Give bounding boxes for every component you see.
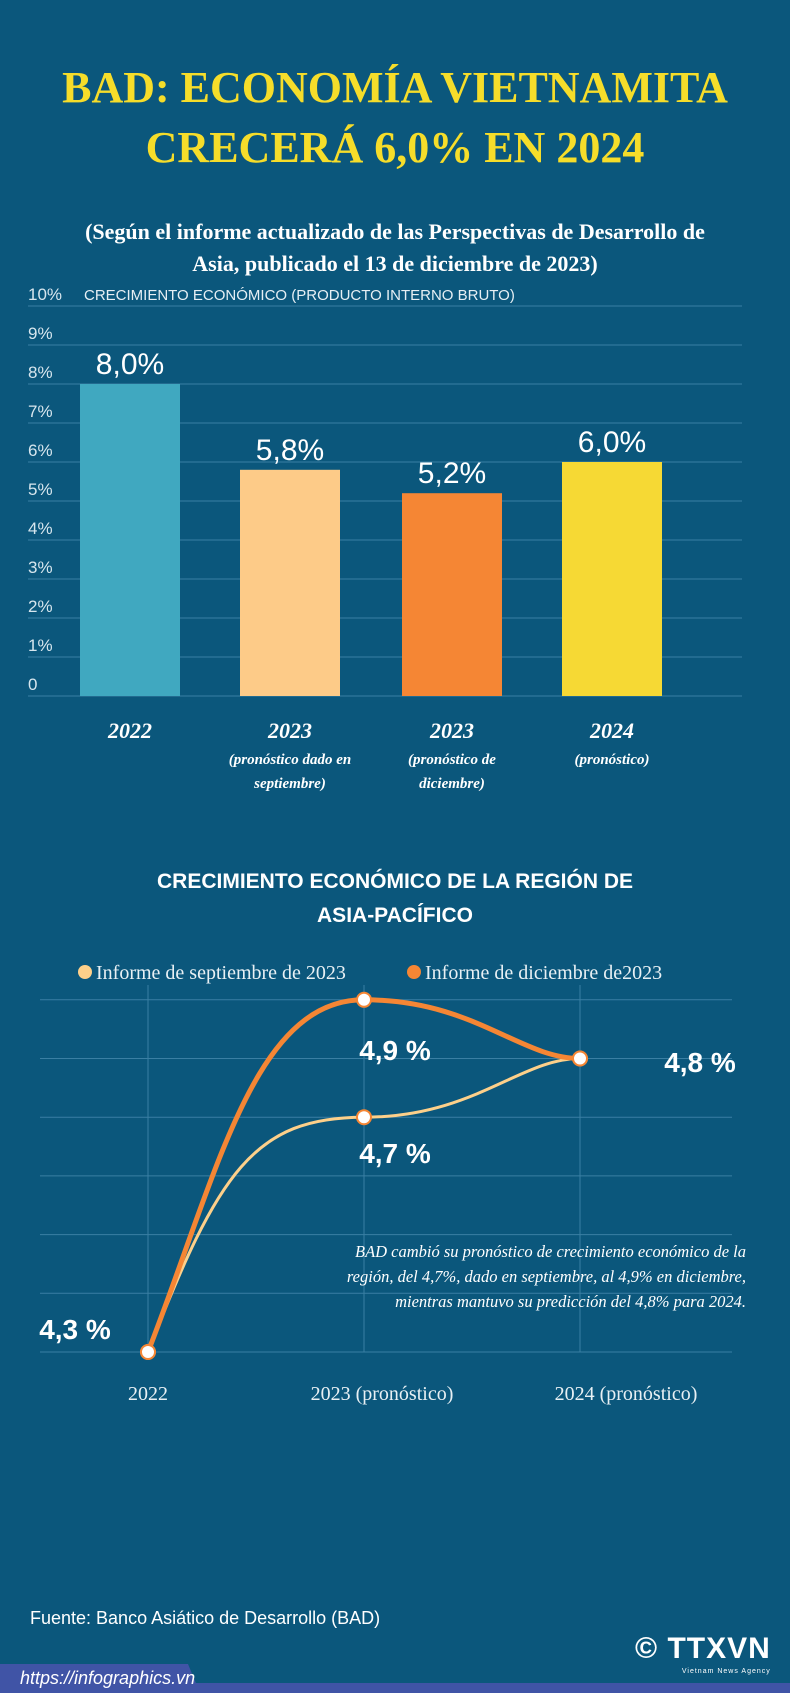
annotation-text: región, del 4,7%, dado en septiembre, al… [347,1267,746,1286]
footer-band [0,1683,790,1693]
legend-label: Informe de diciembre de2023 [425,962,662,984]
x-category-note: (pronóstico) [575,752,650,768]
point-value-label: 4,7 % [359,1138,431,1169]
point-value-label: 4,3 % [39,1314,111,1345]
y-tick-label: 1% [28,636,53,655]
website-link[interactable]: https://infographics.vn [20,1668,196,1688]
title-line-1: BAD: ECONOMÍA VIETNAMITA [62,63,728,112]
bar-value-label: 6,0% [578,426,646,459]
legend-marker [407,965,421,979]
data-point [572,1050,588,1067]
page-title: BAD: ECONOMÍA VIETNAMITA CRECERÁ 6,0% EN… [0,58,790,178]
y-tick-label: 3% [28,558,53,577]
x-category-label: 2022 [107,718,152,743]
x-category-label: 2023 (pronóstico) [311,1383,454,1405]
data-point [140,1344,156,1360]
y-tick-label: 8% [28,363,53,382]
y-tick-label: 5% [28,480,53,499]
title-line-2: CRECERÁ 6,0% EN 2024 [145,123,645,172]
x-category-note: (pronóstico de [408,752,496,768]
legend-marker [78,965,92,979]
x-category-label: 2022 [128,1383,168,1405]
series-line [145,997,581,1353]
annotation-text: mientras mantuvo su predicción del 4,8% … [395,1292,746,1311]
data-point [356,1109,372,1126]
subtitle-line-1: (Según el informe actualizado de las Per… [85,219,705,244]
subtitle: (Según el informe actualizado de las Per… [20,216,770,280]
series-line [146,1057,581,1353]
y-tick-label: 7% [28,402,53,421]
bar [80,384,180,696]
y-tick-label: 4% [28,519,53,538]
x-category-label: 2023 [267,718,312,743]
bar-value-label: 5,8% [256,434,324,467]
data-point [356,991,372,1008]
line-chart-title: ASIA-PACÍFICO [317,904,473,927]
point-value-label: 4,8 % [664,1047,736,1078]
subtitle-line-2: Asia, publicado el 13 de diciembre de 20… [192,251,598,276]
logo-text: © TTXVN [635,1632,771,1665]
ttxvn-logo: © TTXVN Vietnam News Agency [635,1634,771,1676]
x-category-note: diciembre) [419,776,485,792]
bar-value-label: 5,2% [418,457,486,490]
bar [240,469,340,696]
y-tick-label: 2% [28,597,53,616]
bar-chart-title: CRECIMIENTO ECONÓMICO (PRODUCTO INTERNO … [84,287,515,304]
y-tick-label: 10% [28,285,62,304]
x-category-label: 2024 (pronóstico) [555,1383,698,1405]
source-note: Fuente: Banco Asiático de Desarrollo (BA… [30,1608,381,1628]
x-category-label: 2023 [429,718,474,743]
y-tick-label: 6% [28,441,53,460]
bar [562,462,662,696]
x-category-note: (pronóstico dado en [229,752,352,768]
bar [402,493,502,696]
legend-label: Informe de septiembre de 2023 [96,962,346,984]
x-category-label: 2024 [589,718,634,743]
y-tick-label: 9% [28,324,53,343]
y-tick-label: 0 [28,675,37,694]
line-chart-title: CRECIMIENTO ECONÓMICO DE LA REGIÓN DE [157,869,633,893]
annotation-text: BAD cambió su pronóstico de crecimiento … [355,1242,746,1261]
x-category-note: septiembre) [253,776,326,792]
bar-value-label: 8,0% [96,348,164,381]
point-value-label: 4,9 % [359,1035,431,1066]
logo-subtext: Vietnam News Agency [681,1668,771,1675]
